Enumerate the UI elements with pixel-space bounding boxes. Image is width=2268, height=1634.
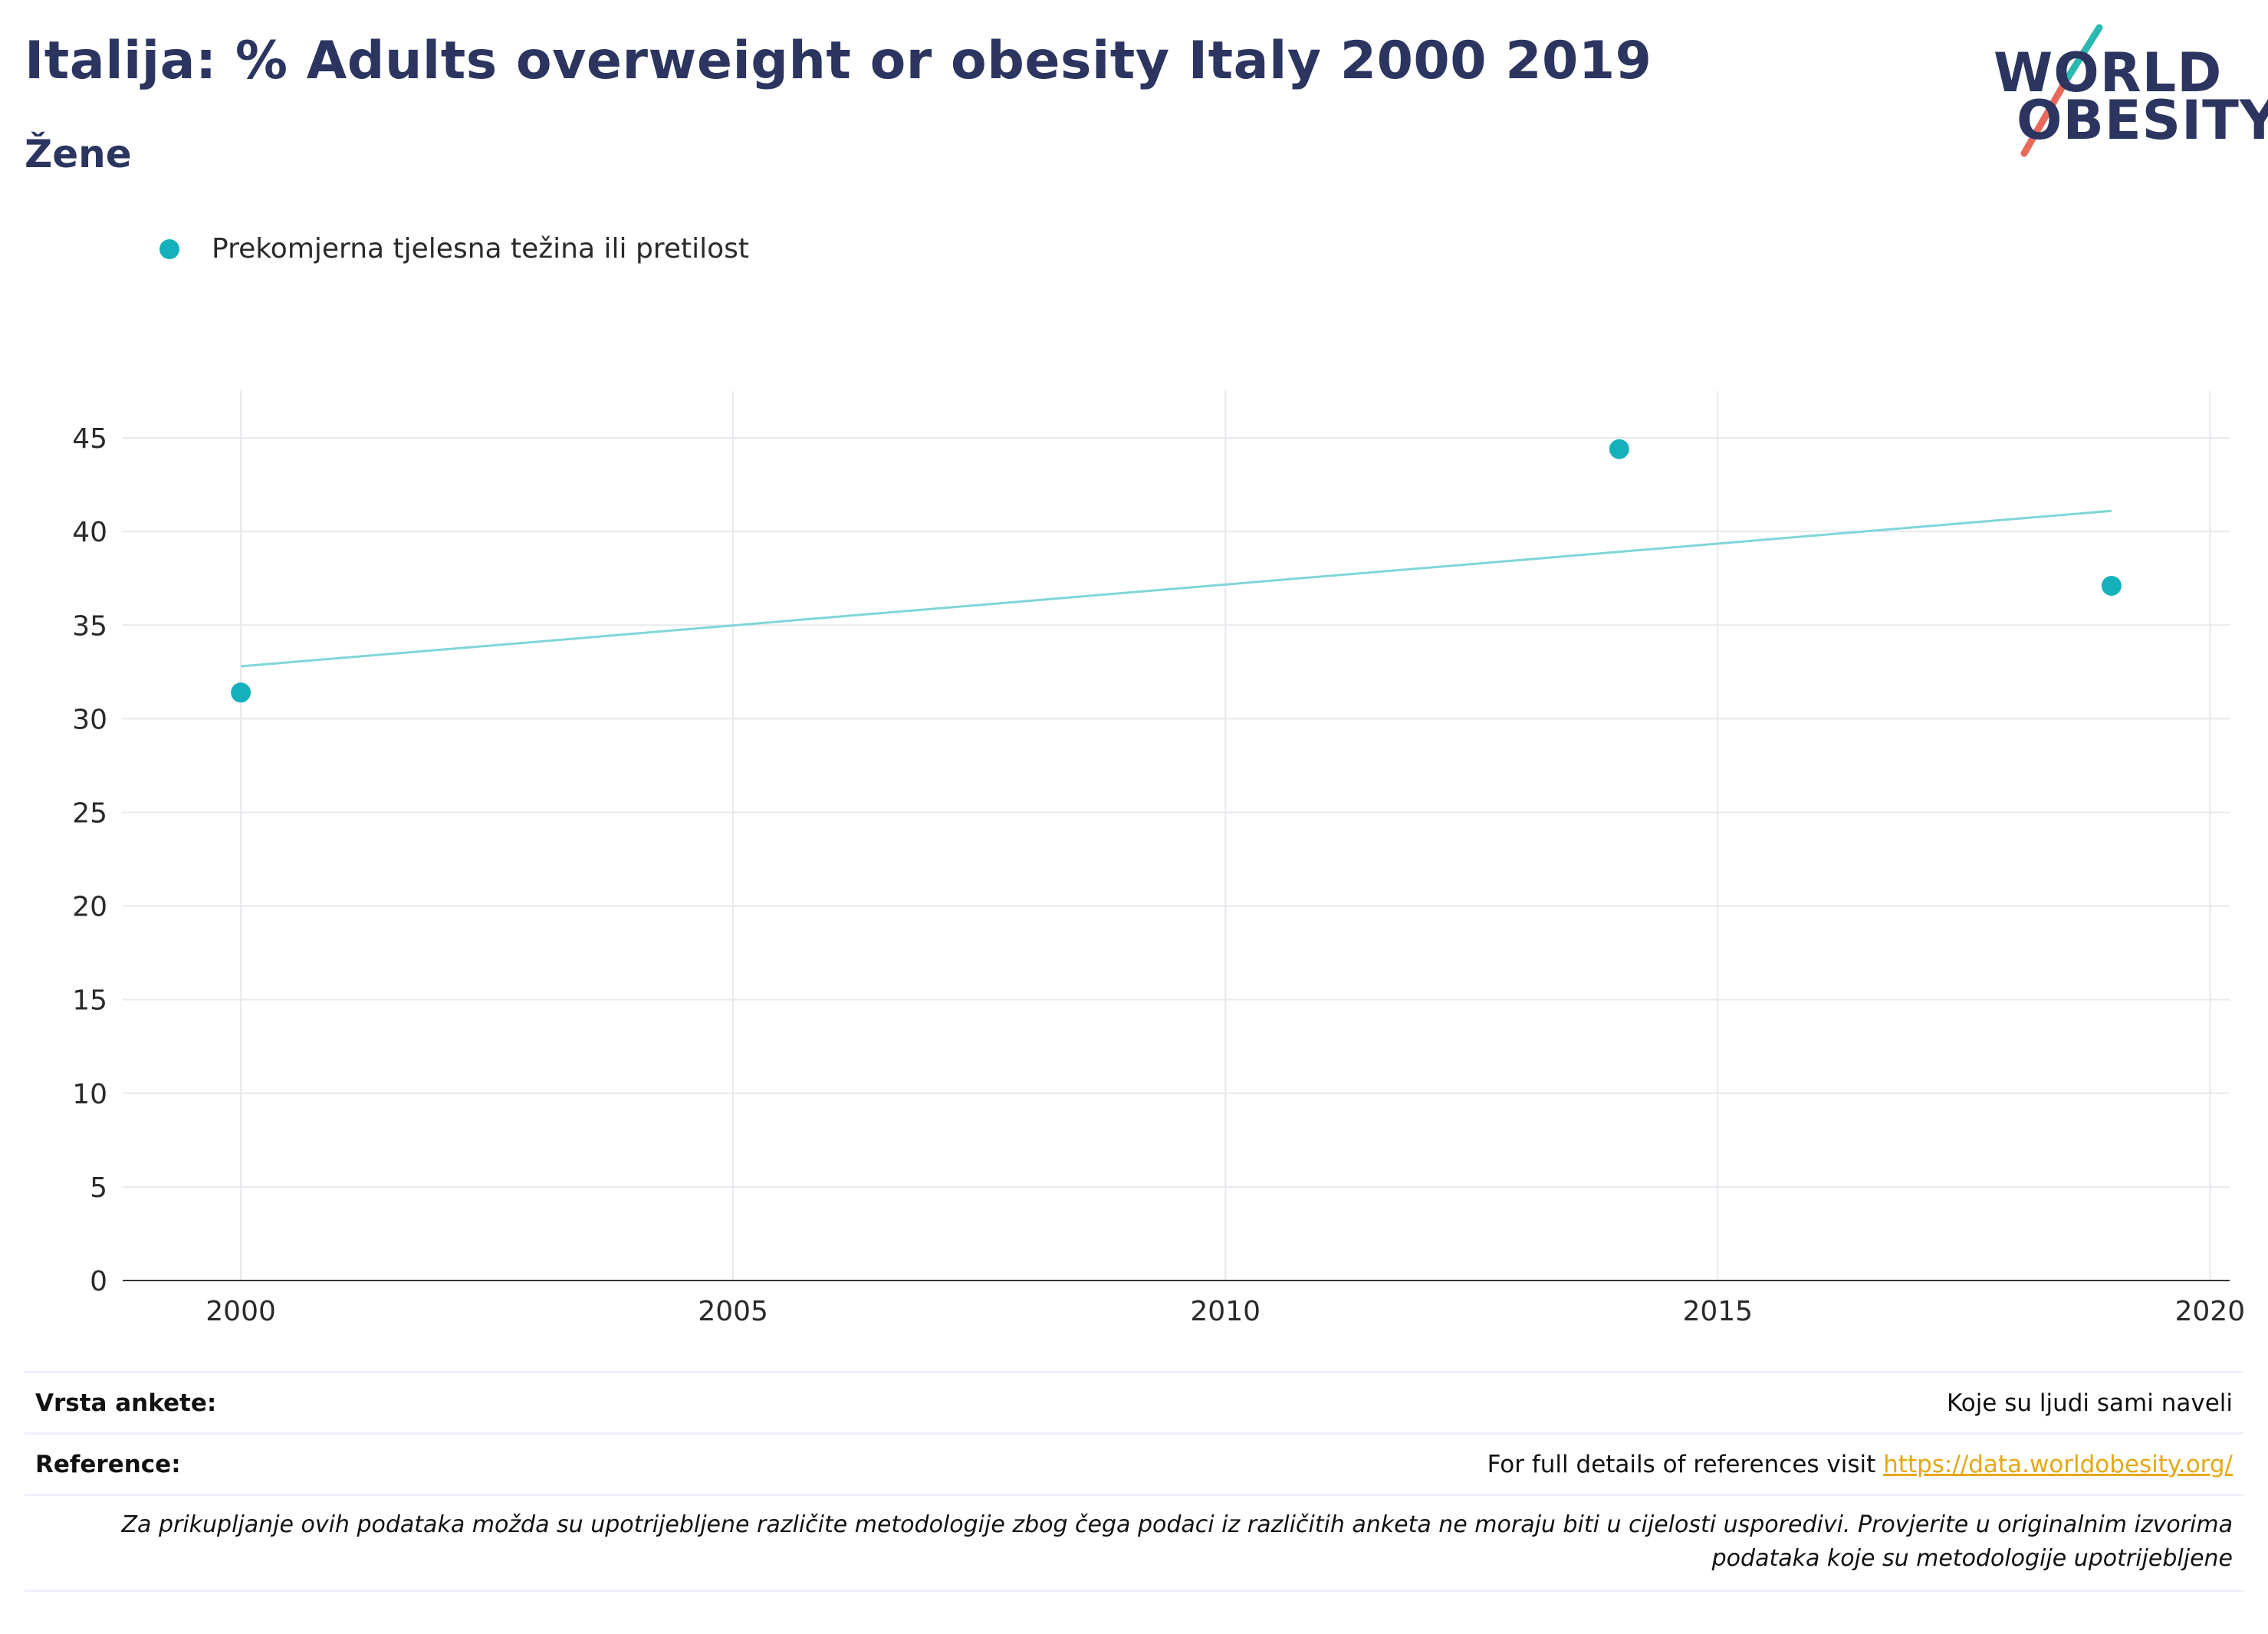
logo-word-world: WORLD [1994, 41, 2223, 104]
legend-marker [159, 238, 179, 259]
y-tick-label: 20 [72, 892, 107, 923]
scatter-chart: 0 5 10 15 20 25 30 35 40 45 2000 2005 2010 2015 2020 [72, 391, 2245, 1327]
y-tick-label: 0 [90, 1266, 107, 1297]
chart-title: Italija: % Adults overweight or obesity … [25, 31, 1652, 91]
x-tick-label: 2010 [1190, 1296, 1261, 1327]
references-value: For full details of references visit htt… [1487, 1451, 2233, 1478]
y-tick-label: 25 [72, 797, 107, 829]
references-label: Reference: [35, 1450, 181, 1478]
x-tick-label: 2000 [205, 1296, 276, 1327]
y-tick-label: 40 [72, 517, 107, 548]
y-tick-label: 45 [72, 423, 107, 455]
logo-teal-slash [2062, 24, 2103, 85]
data-point[interactable] [231, 682, 251, 703]
legend-label: Prekomjerna tjelesna težina ili pretilos… [212, 233, 749, 265]
logo-red-slash [2020, 77, 2069, 157]
x-tick-label: 2005 [698, 1296, 768, 1327]
x-tick-label: 2015 [1682, 1296, 1753, 1327]
grid [123, 391, 2230, 1281]
y-tick-label: 5 [90, 1172, 107, 1204]
data-points [231, 439, 2122, 703]
trendline [240, 509, 2112, 668]
survey-type-label: Vrsta ankete: [35, 1389, 217, 1417]
methodology-note: Za prikupljanje ovih podataka možda su u… [25, 1494, 2243, 1592]
y-tick-label: 35 [72, 610, 107, 642]
y-tick-label: 30 [72, 704, 107, 735]
survey-type-row: Vrsta ankete: Koje su ljudi sami naveli [25, 1371, 2243, 1432]
x-tick-label: 2020 [2175, 1296, 2246, 1327]
y-tick-label: 15 [72, 985, 107, 1017]
data-point[interactable] [1609, 439, 1629, 459]
references-link[interactable]: https://data.worldobesity.org/ [1883, 1450, 2233, 1478]
logo-word-obesity: OBESITY [2017, 89, 2268, 152]
references-row: Reference: For full details of reference… [25, 1432, 2243, 1494]
x-axis-ticks: 2000 2005 2010 2015 2020 [205, 1296, 2245, 1327]
data-point[interactable] [2101, 575, 2122, 596]
y-tick-label: 10 [72, 1079, 107, 1110]
world-obesity-logo[interactable]: WORLD OBESITY [1994, 21, 2268, 159]
survey-type-value: Koje su ljudi sami naveli [1946, 1389, 2233, 1417]
chart-legend[interactable]: Prekomjerna tjelesna težina ili pretilos… [159, 233, 749, 265]
chart-subtitle: Žene [25, 132, 132, 176]
chart-footer: Vrsta ankete: Koje su ljudi sami naveli … [25, 1371, 2243, 1592]
references-text: For full details of references visit [1487, 1450, 1876, 1478]
logo-slash-icon [2020, 24, 2103, 157]
y-axis-ticks: 0 5 10 15 20 25 30 35 40 45 [72, 423, 107, 1297]
